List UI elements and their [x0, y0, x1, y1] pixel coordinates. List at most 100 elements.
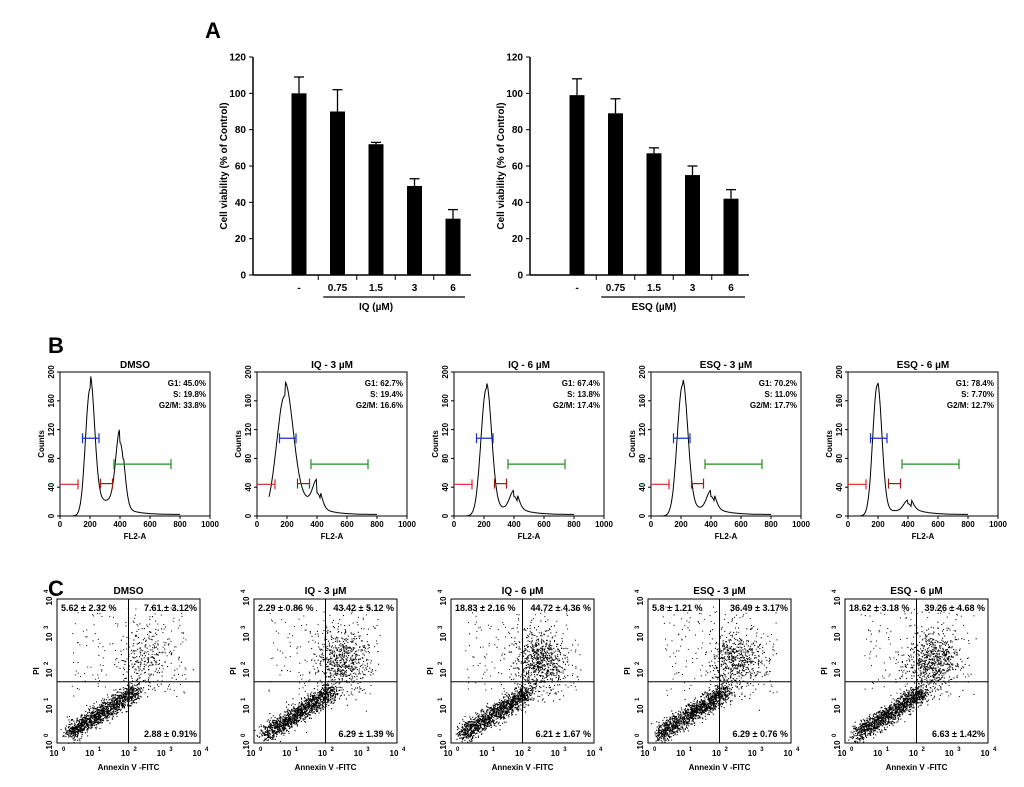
- data-point: [290, 716, 292, 718]
- data-point: [130, 689, 132, 691]
- data-point: [262, 731, 264, 733]
- data-point: [338, 647, 340, 649]
- data-point: [97, 677, 99, 679]
- data-point: [343, 669, 345, 671]
- data-point: [158, 659, 160, 661]
- x-tick-label: 0: [255, 520, 260, 529]
- data-point: [327, 689, 329, 691]
- data-point: [352, 648, 354, 650]
- data-point: [126, 692, 128, 694]
- y-tick-label: 0: [441, 513, 450, 518]
- data-point: [113, 707, 115, 709]
- data-point: [324, 696, 326, 698]
- data-point: [120, 694, 122, 696]
- data-point: [337, 628, 339, 630]
- x-tick-label: 800: [173, 520, 187, 529]
- data-point: [149, 616, 151, 618]
- data-point: [326, 704, 328, 706]
- data-point: [268, 690, 270, 692]
- data-point: [275, 726, 277, 728]
- data-point: [110, 698, 112, 700]
- data-point: [507, 702, 509, 704]
- data-point: [300, 711, 302, 713]
- data-point: [311, 647, 313, 649]
- data-point: [124, 678, 126, 679]
- data-point: [122, 702, 124, 704]
- data-point: [88, 724, 90, 726]
- data-point: [148, 679, 150, 680]
- data-point: [509, 708, 511, 710]
- data-point: [86, 645, 88, 646]
- data-point: [282, 719, 284, 721]
- data-point: [95, 728, 97, 730]
- data-point: [305, 713, 307, 715]
- data-point: [265, 739, 267, 741]
- data-point: [292, 709, 294, 711]
- data-point: [136, 679, 138, 681]
- data-point: [297, 607, 299, 609]
- data-point: [317, 685, 319, 687]
- data-point: [340, 662, 342, 664]
- data-point: [86, 719, 88, 721]
- data-point: [93, 703, 95, 705]
- data-point: [291, 708, 293, 710]
- data-point: [340, 645, 342, 647]
- data-point: [85, 723, 87, 725]
- data-point: [286, 706, 288, 708]
- data-point: [67, 731, 69, 733]
- data-point: [284, 732, 286, 734]
- data-point: [333, 698, 335, 700]
- data-point: [279, 716, 281, 718]
- data-point: [96, 707, 98, 709]
- data-point: [326, 658, 328, 660]
- data-point: [85, 721, 87, 723]
- plot-frame: [256, 371, 408, 517]
- data-point: [332, 698, 334, 700]
- data-point: [314, 660, 316, 662]
- data-point: [119, 697, 121, 699]
- data-point: [86, 727, 88, 729]
- data-point: [330, 631, 332, 633]
- data-point: [98, 709, 100, 711]
- data-point: [281, 723, 283, 725]
- data-point: [362, 657, 364, 659]
- data-point: [316, 710, 318, 712]
- data-point: [297, 706, 299, 708]
- data-point: [116, 706, 118, 708]
- data-point: [312, 695, 314, 697]
- data-point: [120, 688, 122, 690]
- data-point: [524, 698, 526, 700]
- data-point: [268, 736, 270, 738]
- data-point: [159, 667, 161, 669]
- data-point: [314, 673, 316, 675]
- data-point: [107, 719, 109, 721]
- data-point: [498, 704, 500, 706]
- data-point: [271, 732, 273, 734]
- data-point: [289, 671, 291, 672]
- data-point: [463, 721, 465, 723]
- data-point: [68, 736, 70, 738]
- data-point: [331, 689, 333, 691]
- data-point: [311, 700, 313, 702]
- data-point: [472, 732, 474, 734]
- data-point: [123, 691, 125, 693]
- data-point: [299, 702, 301, 704]
- data-point: [136, 624, 138, 626]
- data-point: [130, 696, 132, 698]
- data-point: [125, 693, 127, 695]
- data-point: [521, 709, 523, 711]
- data-point: [286, 725, 288, 727]
- data-point: [92, 723, 94, 725]
- data-point: [89, 710, 91, 712]
- data-point: [99, 717, 101, 719]
- data-point: [377, 619, 379, 621]
- data-point: [104, 710, 106, 712]
- data-point: [117, 708, 119, 710]
- data-point: [315, 696, 317, 698]
- data-point: [471, 730, 473, 732]
- data-point: [134, 657, 136, 659]
- data-point: [338, 686, 340, 688]
- data-point: [273, 734, 275, 736]
